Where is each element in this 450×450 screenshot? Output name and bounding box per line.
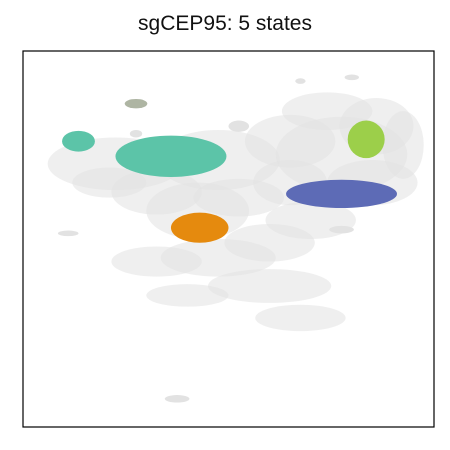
state-cluster bbox=[347, 120, 385, 159]
background-cell-cluster bbox=[344, 74, 359, 81]
background-cell-cloud bbox=[72, 167, 147, 198]
background-cell-cloud bbox=[111, 246, 202, 277]
state-points bbox=[62, 98, 398, 243]
background-cell-cluster bbox=[228, 120, 250, 132]
background-cell-cluster bbox=[295, 78, 306, 84]
background-cell-cloud bbox=[255, 304, 346, 332]
background-cell-cloud bbox=[281, 92, 373, 130]
state-cluster bbox=[170, 212, 229, 243]
background-cell-cluster bbox=[57, 230, 79, 237]
chart-title: sgCEP95: 5 states bbox=[138, 12, 312, 35]
state-cluster bbox=[62, 130, 95, 152]
background-cell-cluster bbox=[329, 225, 354, 234]
background-cell-cluster bbox=[129, 129, 143, 138]
state-cluster bbox=[115, 135, 227, 177]
background-cell-cluster bbox=[164, 395, 190, 403]
state-cluster bbox=[286, 179, 398, 208]
background-cell-cloud bbox=[382, 111, 424, 179]
plot-frame bbox=[22, 50, 435, 428]
background-cell-cloud bbox=[207, 269, 332, 303]
background-cell-cloud bbox=[146, 284, 229, 307]
state-cluster bbox=[124, 98, 148, 109]
